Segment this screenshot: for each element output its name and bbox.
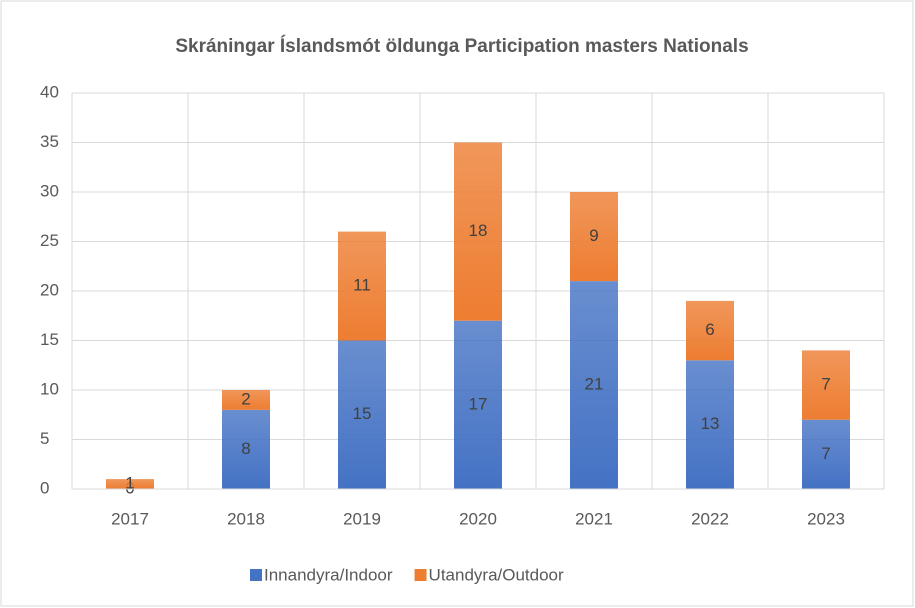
bar-segment [570, 281, 618, 489]
y-tick-label: 40 [40, 82, 59, 101]
y-tick-label: 20 [40, 280, 59, 299]
x-tick-label: 2021 [575, 509, 613, 528]
data-label: 2 [241, 389, 250, 408]
bar-segment [570, 192, 618, 282]
data-label: 13 [701, 414, 720, 433]
legend-label: Innandyra/Indoor [264, 565, 393, 584]
y-tick-label: 0 [40, 478, 49, 497]
y-tick-label: 10 [40, 379, 59, 398]
bar-segment [222, 390, 270, 410]
legend-swatch [250, 569, 262, 581]
data-label: 18 [469, 221, 488, 240]
chart-title: Skráningar Íslandsmót öldunga Participat… [175, 35, 748, 57]
bar-segment [454, 320, 502, 489]
x-tick-label: 2022 [691, 509, 729, 528]
bar-segment [222, 409, 270, 489]
data-label: 8 [241, 439, 250, 458]
y-tick-label: 5 [40, 429, 49, 448]
data-label: 9 [589, 226, 598, 245]
y-tick-label: 35 [40, 132, 59, 151]
x-tick-label: 2023 [807, 509, 845, 528]
y-tick-label: 15 [40, 330, 59, 349]
data-label: 1 [125, 474, 134, 493]
legend-swatch [414, 569, 427, 581]
x-tick-label: 2017 [111, 509, 149, 528]
data-label: 7 [821, 444, 830, 463]
data-label: 15 [353, 404, 372, 423]
bar-segment [686, 360, 734, 489]
bar-segment [338, 340, 386, 489]
data-label: 6 [705, 320, 714, 339]
x-tick-label: 2020 [459, 509, 497, 528]
bar-segment [106, 479, 154, 489]
data-label: 7 [821, 375, 830, 394]
legend-label: Utandyra/Outdoor [429, 565, 564, 584]
data-label: 11 [353, 276, 371, 295]
x-tick-label: 2019 [343, 509, 381, 528]
bar-segment [802, 419, 850, 489]
bar-segment [454, 142, 502, 321]
x-tick-label: 2018 [227, 509, 265, 528]
bar-segment [686, 300, 734, 361]
y-tick-label: 30 [40, 181, 59, 200]
bar-segment [338, 231, 386, 341]
data-label: 21 [585, 375, 604, 394]
data-label: 17 [469, 394, 488, 413]
bar-segment [802, 350, 850, 420]
y-tick-label: 25 [40, 231, 59, 250]
